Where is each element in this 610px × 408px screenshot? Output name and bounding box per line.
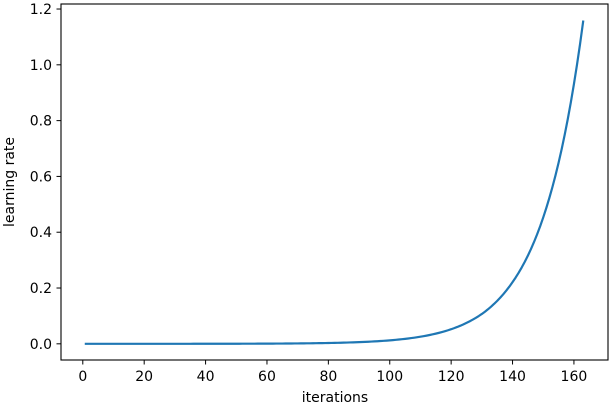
x-tick-label: 0: [78, 369, 87, 385]
x-tick-label: 120: [438, 369, 465, 385]
y-axis-ticks: 0.0 0.2 0.4 0.6 0.8 1.0 1.2: [30, 2, 61, 353]
y-tick-label: 1.2: [30, 2, 52, 18]
y-tick-label: 0.4: [30, 225, 52, 241]
y-tick-label: 0.2: [30, 281, 52, 297]
y-tick-label: 0.0: [30, 337, 52, 353]
x-tick-label: 60: [258, 369, 276, 385]
x-tick-label: 160: [561, 369, 588, 385]
series-layer: [84, 20, 585, 345]
x-tick-label: 40: [197, 369, 215, 385]
y-tick-label: 0.8: [30, 114, 52, 130]
x-tick-label: 80: [319, 369, 337, 385]
x-axis-label: iterations: [302, 390, 368, 406]
plot-background: [61, 4, 608, 360]
x-tick-label: 20: [135, 369, 153, 385]
y-tick-label: 0.6: [30, 169, 52, 185]
y-tick-label: 1.0: [30, 58, 52, 74]
x-tick-label: 140: [499, 369, 526, 385]
x-tick-label: 100: [376, 369, 403, 385]
plot-frame: [60, 3, 609, 361]
series-line: [84, 20, 585, 345]
y-axis-label: learning rate: [2, 137, 18, 227]
x-axis-ticks: 0 20 40 60 80 100 120 140 160: [78, 360, 587, 385]
